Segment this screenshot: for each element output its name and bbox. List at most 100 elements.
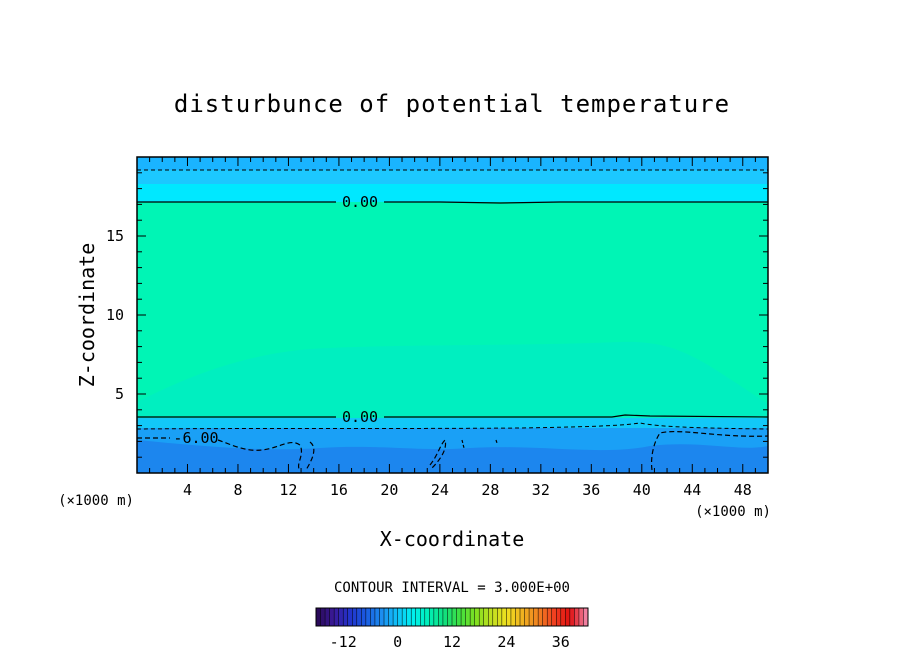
x-tick-label: 12 bbox=[279, 481, 297, 499]
x-tick-label: 20 bbox=[380, 481, 398, 499]
upper-band-fill-1 bbox=[137, 170, 768, 184]
lower-band-fill bbox=[137, 418, 768, 428]
x-unit-left: (×1000 m) bbox=[58, 493, 134, 509]
contour-zero-lower bbox=[137, 414, 769, 418]
colorbar-swatch bbox=[347, 608, 353, 626]
colorbar-swatch bbox=[424, 608, 430, 626]
colorbar-swatch bbox=[411, 608, 417, 626]
colorbar-swatch bbox=[465, 608, 471, 626]
colorbar-swatch bbox=[352, 608, 358, 626]
contour-zero-upper bbox=[137, 201, 768, 204]
y-axis-label: Z-coordinate bbox=[75, 243, 99, 388]
colorbar-tick-label: -12 bbox=[330, 633, 357, 651]
colorbar-swatch bbox=[578, 608, 584, 626]
x-tick-label: 44 bbox=[683, 481, 701, 499]
x-tick-label: 16 bbox=[330, 481, 348, 499]
contour-minus-six-a bbox=[137, 437, 303, 471]
colorbar-swatch bbox=[533, 608, 539, 626]
colorbar-swatch bbox=[397, 608, 403, 626]
colorbar-swatch bbox=[529, 608, 534, 626]
colorbar-swatch bbox=[515, 608, 521, 626]
colorbar-swatch bbox=[452, 608, 457, 626]
x-tick-label: 48 bbox=[734, 481, 752, 499]
colorbar-swatch bbox=[415, 608, 421, 626]
colorbar-tick-label: 12 bbox=[443, 633, 461, 651]
colorbar-swatch bbox=[429, 608, 435, 626]
x-tick-label: 36 bbox=[582, 481, 600, 499]
y-axis-ticks: 5 10 15 bbox=[106, 172, 768, 458]
colorbar-swatch bbox=[406, 608, 412, 626]
colorbar-swatch bbox=[583, 608, 589, 626]
colorbar-swatch bbox=[447, 608, 453, 626]
colorbar-swatch bbox=[361, 608, 367, 626]
contour-minus-six-d bbox=[461, 439, 498, 449]
colorbar-swatch bbox=[542, 608, 548, 626]
plot-area: 0.00 0.00 -6.00 bbox=[136, 156, 769, 474]
colorbar-swatch bbox=[456, 608, 462, 626]
top-layer-fill bbox=[137, 157, 768, 170]
contour-label-zero-lower: 0.00 bbox=[342, 408, 378, 426]
contour-minus-six-c bbox=[429, 438, 447, 469]
contour-minus-six-e bbox=[650, 430, 769, 471]
colorbar-tick-label: 24 bbox=[497, 633, 515, 651]
x-axis-label: X-coordinate bbox=[380, 527, 525, 551]
upper-band-fill-2 bbox=[137, 184, 768, 202]
colorbar-swatch bbox=[474, 608, 480, 626]
chart-title: disturbunce of potential temperature bbox=[174, 90, 730, 118]
colorbar-swatch bbox=[379, 608, 385, 626]
bottom-deep-fill bbox=[137, 440, 768, 473]
colorbar-swatch bbox=[470, 608, 475, 626]
colorbar-swatch bbox=[374, 608, 380, 626]
colorbar-swatch bbox=[438, 608, 444, 626]
colorbar-swatch bbox=[483, 608, 489, 626]
colorbar-swatch bbox=[560, 608, 566, 626]
colorbar-swatch bbox=[393, 608, 398, 626]
colorbar-frame bbox=[315, 607, 589, 627]
colorbar-swatch bbox=[520, 608, 525, 626]
colorbar-swatch bbox=[420, 608, 426, 626]
contour-dashed-lower bbox=[136, 422, 769, 430]
colorbar-swatch bbox=[370, 608, 376, 626]
colorbar-swatch bbox=[538, 608, 543, 626]
colorbar-swatch bbox=[365, 608, 371, 626]
colorbar-swatch bbox=[569, 608, 575, 626]
colorbar-swatch bbox=[329, 608, 335, 626]
colorbar-swatch bbox=[565, 608, 571, 626]
colorbar-swatch bbox=[334, 608, 339, 626]
colorbar-swatch bbox=[338, 608, 344, 626]
colorbar-swatch bbox=[384, 608, 389, 626]
x-axis-ticks: 4 8 12 16 20 24 28 32 36 40 44 48 bbox=[149, 157, 756, 499]
colorbar-swatch bbox=[510, 608, 516, 626]
colorbar-swatch bbox=[497, 608, 503, 626]
x-tick-label: 32 bbox=[532, 481, 550, 499]
x-tick-label: 28 bbox=[481, 481, 499, 499]
colorbar-tick-label: 36 bbox=[552, 633, 570, 651]
colorbar-swatch bbox=[556, 608, 562, 626]
contour-minus-six-b bbox=[305, 441, 315, 471]
colorbar-swatch bbox=[388, 608, 394, 626]
colorbar-swatch bbox=[325, 608, 330, 626]
colorbar-swatch bbox=[488, 608, 494, 626]
colorbar-swatch bbox=[343, 608, 349, 626]
middle-shade bbox=[137, 341, 768, 418]
colorbar-swatch bbox=[433, 608, 439, 626]
x-tick-label: 24 bbox=[431, 481, 449, 499]
contour-lines bbox=[136, 169, 769, 471]
colorbar-swatch bbox=[501, 608, 507, 626]
colorbar-swatch bbox=[461, 608, 466, 626]
x-unit-right: (×1000 m) bbox=[695, 504, 771, 520]
x-tick-label: 40 bbox=[633, 481, 651, 499]
colorbar-swatch bbox=[547, 608, 553, 626]
x-tick-label: 4 bbox=[183, 481, 192, 499]
colorbar-ticks: -12 0 12 24 36 bbox=[330, 633, 570, 651]
contour-label-minus-six: -6.00 bbox=[173, 429, 218, 447]
colorbar-swatch bbox=[492, 608, 498, 626]
colorbar-swatch bbox=[320, 608, 326, 626]
contour-interval-text: CONTOUR INTERVAL = 3.000E+00 bbox=[334, 580, 570, 596]
x-tick-label: 8 bbox=[233, 481, 242, 499]
y-tick-label: 10 bbox=[106, 306, 124, 324]
colorbar-swatch bbox=[479, 608, 485, 626]
colorbar-swatch bbox=[524, 608, 530, 626]
colorbar-swatch bbox=[356, 608, 362, 626]
